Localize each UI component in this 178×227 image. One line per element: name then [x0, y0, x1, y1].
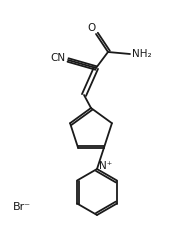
Text: Br⁻: Br⁻ [13, 202, 31, 212]
Text: O: O [88, 23, 96, 33]
Text: NH₂: NH₂ [132, 49, 152, 59]
Text: N⁺: N⁺ [99, 161, 113, 171]
Text: CN: CN [50, 53, 66, 63]
